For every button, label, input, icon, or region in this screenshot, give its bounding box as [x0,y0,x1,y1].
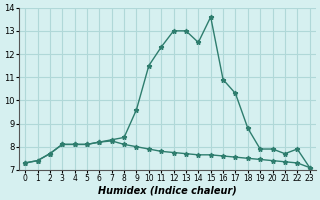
X-axis label: Humidex (Indice chaleur): Humidex (Indice chaleur) [98,186,237,196]
